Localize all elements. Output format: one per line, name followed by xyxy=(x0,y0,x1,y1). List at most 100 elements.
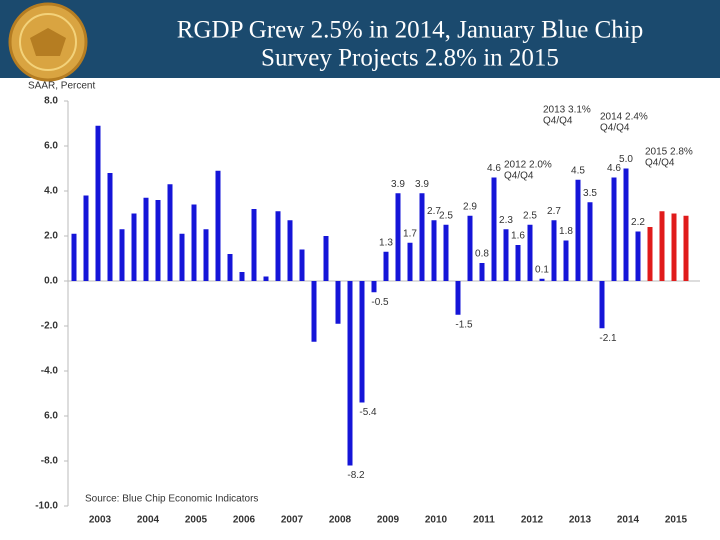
bar xyxy=(143,197,149,281)
data-label: 0.1 xyxy=(535,264,549,275)
bar xyxy=(671,213,677,281)
bar xyxy=(431,220,437,281)
bar xyxy=(563,240,569,281)
header-band xyxy=(0,0,720,78)
data-label: 4.6 xyxy=(487,163,501,174)
bar xyxy=(683,215,689,281)
bar xyxy=(611,177,617,281)
bar xyxy=(299,249,305,281)
bar xyxy=(179,233,185,281)
chart-title: Survey Projects 2.8% in 2015 xyxy=(261,45,559,72)
annotation: 2012 2.0% xyxy=(504,160,552,171)
bar xyxy=(155,200,161,281)
bar xyxy=(119,229,125,281)
bar xyxy=(191,204,197,281)
bar xyxy=(251,209,257,281)
x-tick-label: 2004 xyxy=(137,515,160,526)
bar xyxy=(107,173,113,281)
bar xyxy=(71,233,77,281)
bar xyxy=(323,236,329,281)
y-tick-label: -10.0 xyxy=(35,501,58,512)
data-label: 3.9 xyxy=(415,179,429,190)
data-label: 1.6 xyxy=(511,231,525,242)
bar xyxy=(479,263,485,281)
x-tick-label: 2011 xyxy=(473,515,495,526)
bar xyxy=(527,224,533,281)
data-label: 2.7 xyxy=(547,206,561,217)
data-label: 2.2 xyxy=(631,217,645,228)
x-tick-label: 2009 xyxy=(377,515,400,526)
y-tick-label: -4.0 xyxy=(41,366,59,377)
data-label: -0.5 xyxy=(371,297,389,308)
data-label: -2.1 xyxy=(599,333,617,344)
x-tick-label: 2010 xyxy=(425,515,448,526)
x-tick-label: 2007 xyxy=(281,515,304,526)
source-note: Source: Blue Chip Economic Indicators xyxy=(85,494,258,505)
bar xyxy=(491,177,497,281)
annotation: Q4/Q4 xyxy=(645,158,675,169)
bar xyxy=(575,179,581,281)
bar xyxy=(335,281,341,324)
data-label: 0.8 xyxy=(475,249,489,260)
bar xyxy=(467,215,473,281)
y-tick-label: -2.0 xyxy=(41,321,59,332)
y-tick-label: 6.0 xyxy=(44,141,58,152)
x-tick-label: 2006 xyxy=(233,515,256,526)
bar xyxy=(167,184,173,281)
bar xyxy=(131,213,137,281)
annotation: Q4/Q4 xyxy=(543,116,573,127)
annotation: 2014 2.4% xyxy=(600,112,648,123)
y-axis-label: SAAR, Percent xyxy=(28,81,95,92)
bar xyxy=(515,245,521,281)
x-tick-label: 2013 xyxy=(569,515,592,526)
data-label: 5.0 xyxy=(619,154,633,165)
data-label: 2.5 xyxy=(439,210,453,221)
bar xyxy=(395,193,401,281)
bar xyxy=(215,170,221,281)
x-tick-label: 2003 xyxy=(89,515,112,526)
data-label: 3.9 xyxy=(391,179,405,190)
x-tick-label: 2015 xyxy=(665,515,688,526)
bar xyxy=(311,281,317,342)
y-tick-label: 2.0 xyxy=(44,231,58,242)
bar xyxy=(635,231,641,281)
y-tick-label: 6.0 xyxy=(44,411,58,422)
data-label: -5.4 xyxy=(359,407,377,418)
bar xyxy=(551,220,557,281)
y-tick-label: 4.0 xyxy=(44,186,58,197)
bar xyxy=(275,211,281,281)
bar xyxy=(599,281,605,329)
bar xyxy=(419,193,425,281)
annotation: Q4/Q4 xyxy=(600,123,630,134)
bar xyxy=(455,281,461,315)
data-label: -8.2 xyxy=(347,470,365,481)
bar xyxy=(347,281,353,466)
bar xyxy=(443,224,449,281)
data-label: 1.7 xyxy=(403,228,417,239)
bar xyxy=(383,251,389,281)
data-label: 1.8 xyxy=(559,226,573,237)
bar xyxy=(647,227,653,281)
data-label: 2.9 xyxy=(463,201,477,212)
chart-title: RGDP Grew 2.5% in 2014, January Blue Chi… xyxy=(177,17,643,44)
x-tick-label: 2014 xyxy=(617,515,640,526)
data-label: 1.3 xyxy=(379,237,393,248)
bar xyxy=(407,242,413,281)
bar xyxy=(587,202,593,281)
annotation: Q4/Q4 xyxy=(504,171,534,182)
seal xyxy=(8,2,88,82)
data-label: 2.3 xyxy=(499,215,513,226)
bar xyxy=(359,281,365,403)
y-tick-label: 0.0 xyxy=(44,276,58,287)
data-label: 2.5 xyxy=(523,210,537,221)
data-label: 4.6 xyxy=(607,163,621,174)
x-tick-label: 2008 xyxy=(329,515,352,526)
data-label: 2.7 xyxy=(427,206,441,217)
bar xyxy=(95,125,101,281)
bar xyxy=(371,281,377,293)
bar xyxy=(83,195,89,281)
y-tick-label: -8.0 xyxy=(41,456,59,467)
x-tick-label: 2012 xyxy=(521,515,544,526)
data-label: 4.5 xyxy=(571,165,585,176)
